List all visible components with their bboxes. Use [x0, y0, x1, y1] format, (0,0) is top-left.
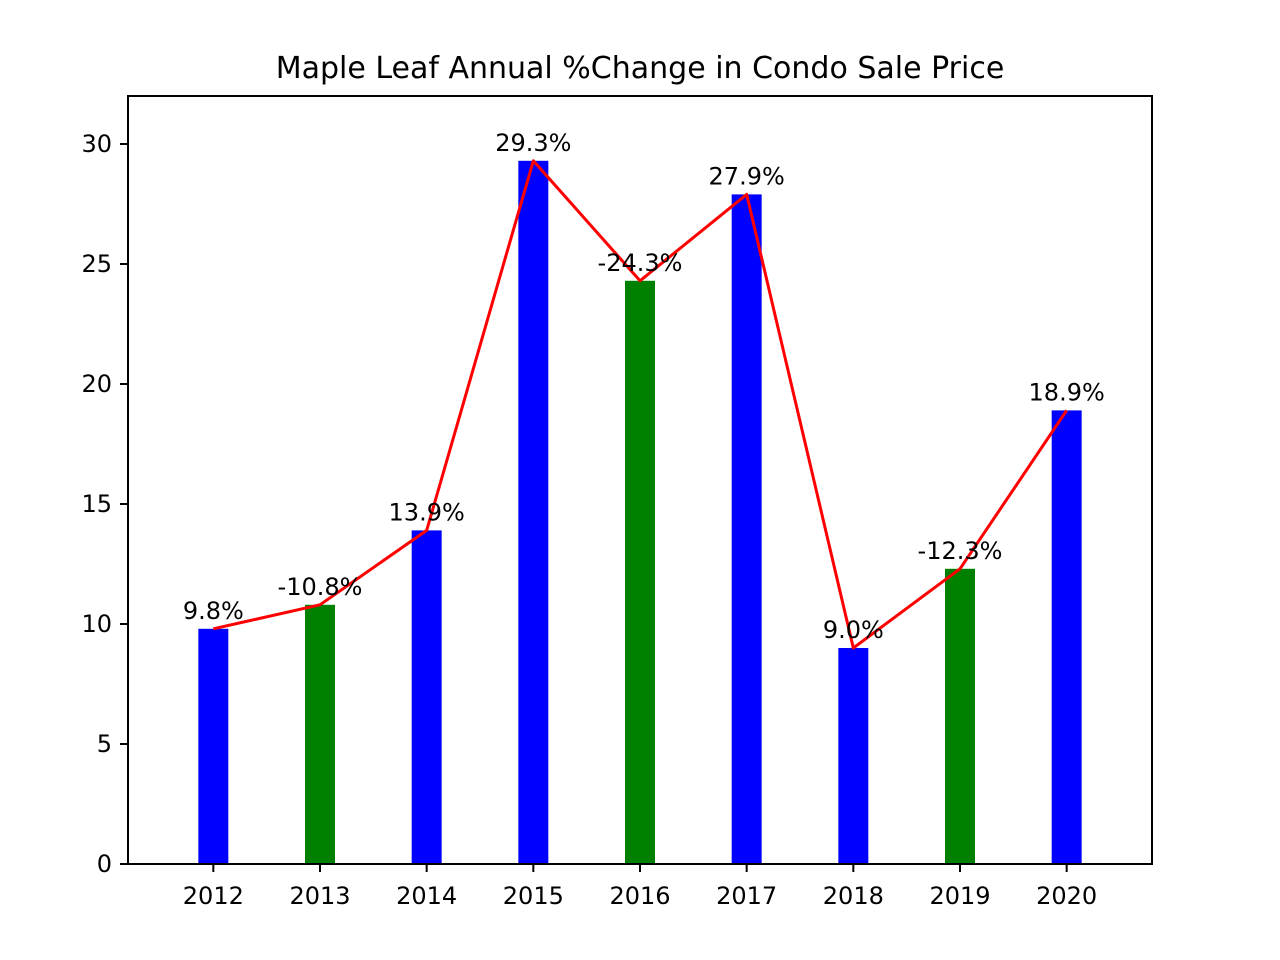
x-tick-label: 2015 — [503, 882, 564, 910]
x-tick-label: 2020 — [1036, 882, 1097, 910]
x-tick-label: 2018 — [823, 882, 884, 910]
y-tick-label: 25 — [81, 250, 112, 278]
x-axis: 2012 2013 2014 2015 2016 2017 2018 2019 2020 — [183, 864, 1097, 910]
data-label-2014: 13.9% — [389, 498, 465, 526]
x-tick-label: 2017 — [716, 882, 777, 910]
bar-2018 — [838, 648, 869, 864]
bar-2019 — [945, 568, 975, 864]
data-label-group: 9.8% -10.8% 13.9% 29.3% -24.3% 27.9% 9.0% -12.3… — [183, 129, 1105, 644]
data-label-2012: 9.8% — [183, 597, 244, 625]
data-label-2019: -12.3% — [918, 537, 1003, 565]
bar-group — [198, 160, 1082, 865]
y-tick-label: 10 — [81, 610, 112, 638]
data-label-2018: 9.0% — [823, 616, 884, 644]
data-label-2013: -10.8% — [278, 573, 363, 601]
bar-2020 — [1051, 410, 1082, 864]
data-label-2017: 27.9% — [709, 162, 785, 190]
y-tick-label: 15 — [81, 490, 112, 518]
y-axis: 0 5 10 15 20 25 30 — [81, 130, 128, 878]
bar-2012 — [198, 628, 229, 864]
bar-2017 — [731, 194, 762, 864]
trend-line-group — [213, 159, 1068, 650]
y-tick-label: 0 — [97, 850, 112, 878]
x-tick-label: 2012 — [183, 882, 244, 910]
bar-2015 — [518, 160, 549, 865]
y-tick-label: 5 — [97, 730, 112, 758]
chart-title: Maple Leaf Annual %Change in Condo Sale … — [276, 51, 1005, 86]
bar-2014 — [411, 530, 442, 864]
x-tick-label: 2013 — [289, 882, 350, 910]
data-label-2016: -24.3% — [598, 249, 683, 277]
y-tick-label: 20 — [81, 370, 112, 398]
y-tick-label: 30 — [81, 130, 112, 158]
x-tick-label: 2014 — [396, 882, 457, 910]
data-label-2015: 29.3% — [495, 129, 571, 157]
x-tick-label: 2019 — [929, 882, 990, 910]
data-label-2020: 18.9% — [1029, 378, 1105, 406]
bar-2016 — [625, 280, 655, 864]
x-tick-label: 2016 — [609, 882, 670, 910]
trend-line — [213, 159, 1068, 650]
bar-2013 — [305, 604, 335, 864]
